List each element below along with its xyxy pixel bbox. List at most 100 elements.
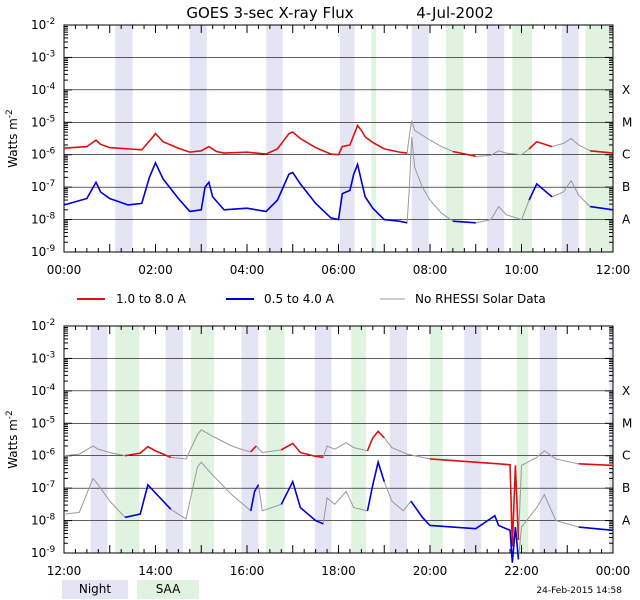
x-tick-label: 18:00 — [321, 564, 356, 578]
y-tick-label: 10-8 — [31, 212, 56, 227]
y-tick-label: 10-4 — [31, 82, 56, 97]
class-label: A — [622, 514, 631, 528]
class-label: B — [622, 180, 630, 194]
night-band — [266, 25, 283, 252]
x-tick-label: 14:00 — [138, 564, 173, 578]
saa-band — [512, 25, 533, 252]
night-band — [314, 326, 332, 553]
y-tick-label: 10-7 — [31, 480, 55, 495]
night-band — [487, 25, 505, 252]
night-band — [241, 326, 259, 553]
series-long-line — [280, 442, 324, 459]
class-label: C — [622, 449, 630, 463]
night-band — [165, 326, 183, 553]
x-tick-label: 08:00 — [413, 263, 448, 277]
y-tick-label: 10-6 — [31, 448, 56, 463]
class-label: A — [622, 213, 631, 227]
y-tick-label: 10-4 — [31, 383, 56, 398]
series-short-line — [578, 526, 614, 532]
y-tick-label: 10-2 — [31, 17, 55, 32]
panel-top: 10-9 10-8 10-7 10-6 10-5 10-4 10-3 10-2 Watts m-… — [5, 17, 632, 277]
x-tick-label: 16:00 — [230, 564, 265, 578]
y-tick-label: 10-5 — [31, 415, 55, 430]
series-short-line — [250, 484, 260, 511]
chart-date: 4-Jul-2002 — [416, 4, 493, 22]
saa-band — [430, 326, 443, 553]
chart-title: GOES 3-sec X-ray Flux — [186, 4, 353, 22]
x-tick-label: 10:00 — [504, 263, 539, 277]
legend-short-label: 0.5 to 4.0 A — [264, 292, 335, 306]
series-short-line — [410, 500, 520, 563]
saa-band — [115, 326, 140, 553]
series-legend: 1.0 to 8.0 A 0.5 to 4.0 A No RHESSI Sola… — [77, 292, 546, 306]
series-short-line — [452, 220, 476, 224]
saa-band — [585, 25, 613, 252]
legend-long-label: 1.0 to 8.0 A — [116, 292, 187, 306]
y-tick-label: 10-2 — [31, 318, 55, 333]
series-long-line — [528, 140, 553, 150]
panel-bottom: 10-9 10-8 10-7 10-6 10-5 10-4 10-3 10-2 Watts m-… — [5, 318, 632, 578]
series-short-line — [366, 459, 386, 512]
y-tick-label: 10-8 — [31, 513, 56, 528]
saa-band — [516, 326, 529, 553]
saa-band — [266, 326, 285, 553]
series-long-line — [366, 430, 385, 452]
series-short-line — [280, 479, 324, 525]
series-long-line — [429, 458, 520, 547]
night-legend-box — [62, 580, 128, 599]
series-short-line — [528, 182, 553, 201]
series-long-line — [452, 150, 476, 158]
y-tick-label: 10-9 — [31, 545, 56, 560]
x-tick-label: 06:00 — [321, 263, 356, 277]
x-tick-label: 02:00 — [138, 263, 173, 277]
class-label: C — [622, 148, 630, 162]
series-short-line — [124, 483, 172, 519]
x-tick-label: 22:00 — [504, 564, 539, 578]
night-band — [464, 326, 482, 553]
legend-none-label: No RHESSI Solar Data — [415, 292, 546, 306]
class-label: M — [622, 416, 632, 430]
y-tick-label: 10-5 — [31, 114, 55, 129]
night-band — [389, 326, 408, 553]
night-band — [115, 25, 133, 252]
footer-timestamp: 24-Feb-2015 14:58 — [536, 586, 622, 596]
saa-legend-label: SAA — [156, 582, 181, 596]
x-tick-label: 00:00 — [596, 564, 631, 578]
night-band — [609, 326, 613, 553]
y-tick-label: 10-7 — [31, 179, 55, 194]
x-tick-label: 12:00 — [47, 564, 82, 578]
saa-band — [371, 25, 377, 252]
shade-legend: Night SAA — [62, 580, 199, 599]
saa-band — [191, 326, 215, 553]
class-label: B — [622, 481, 630, 495]
x-tick-label: 04:00 — [230, 263, 265, 277]
x-tick-label: 20:00 — [413, 564, 448, 578]
y-tick-label: 10-3 — [31, 350, 55, 365]
night-band — [411, 25, 429, 252]
series-long-line — [590, 150, 614, 154]
class-label: X — [622, 384, 630, 398]
saa-legend-box — [137, 580, 199, 599]
night-band — [339, 25, 355, 252]
class-label: M — [622, 115, 632, 129]
series-short-line — [590, 205, 614, 211]
y-tick-label: 10-6 — [31, 147, 56, 162]
series-short-line — [63, 160, 408, 224]
series-long-line — [63, 123, 408, 156]
night-band — [90, 326, 108, 553]
series-long-line — [124, 445, 172, 459]
y-axis-label: Watts m-2 — [5, 410, 20, 469]
saa-band — [446, 25, 464, 252]
series-long-line — [250, 445, 257, 453]
x-tick-label: 12:00 — [596, 263, 631, 277]
night-band — [189, 25, 207, 252]
x-tick-label: 00:00 — [47, 263, 82, 277]
class-label: X — [622, 83, 630, 97]
plot-frame — [63, 325, 614, 554]
saa-band — [351, 326, 366, 553]
y-tick-label: 10-3 — [31, 49, 55, 64]
y-axis-label: Watts m-2 — [5, 109, 20, 168]
night-legend-label: Night — [79, 582, 112, 596]
night-band — [539, 326, 558, 553]
